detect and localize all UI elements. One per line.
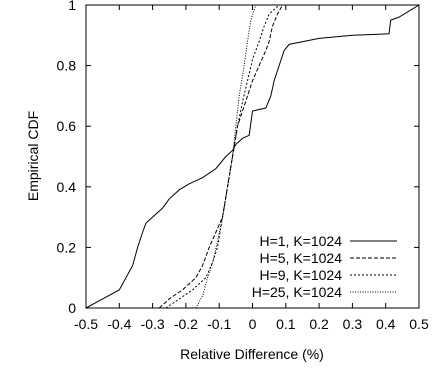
series-line <box>85 4 420 309</box>
y-tick-label: 0 <box>68 300 76 316</box>
x-tick-label: 0 <box>249 316 257 332</box>
x-tick-label: -0.1 <box>207 316 231 332</box>
legend-label: H=25, K=1024 <box>252 284 343 300</box>
plot-frame <box>85 4 420 309</box>
x-tick-label: -0.2 <box>174 316 198 332</box>
series-line <box>195 4 257 309</box>
tick-layer: -0.5 -0.4 -0.3 -0.2 -0.1 0 0.1 0.2 0.3 0.4 0.5 0 0.2… <box>57 0 429 332</box>
x-tick-label: -0.3 <box>141 316 165 332</box>
y-tick-label: 1 <box>68 0 76 13</box>
y-tick-label: 0.6 <box>57 118 77 134</box>
legend-label: H=1, K=1024 <box>259 233 342 249</box>
legend-label: H=9, K=1024 <box>259 267 342 283</box>
series-line <box>165 4 280 309</box>
x-tick-label: 0.2 <box>309 316 329 332</box>
x-tick-label: -0.5 <box>74 316 98 332</box>
y-tick-label: 0.4 <box>57 179 77 195</box>
legend-label: H=5, K=1024 <box>259 250 342 266</box>
x-tick-label: 0.5 <box>409 316 429 332</box>
series-line <box>158 4 283 309</box>
x-tick-label: -0.4 <box>107 316 131 332</box>
series-layer <box>85 4 420 309</box>
x-tick-label: 0.1 <box>276 316 296 332</box>
y-axis-label: Empirical CDF <box>25 111 41 201</box>
x-tick-label: 0.3 <box>343 316 363 332</box>
y-tick-label: 0.2 <box>57 239 77 255</box>
x-tick-label: 0.4 <box>376 316 396 332</box>
y-tick-label: 0.8 <box>57 58 77 74</box>
x-axis-label: Relative Difference (%) <box>180 346 324 362</box>
